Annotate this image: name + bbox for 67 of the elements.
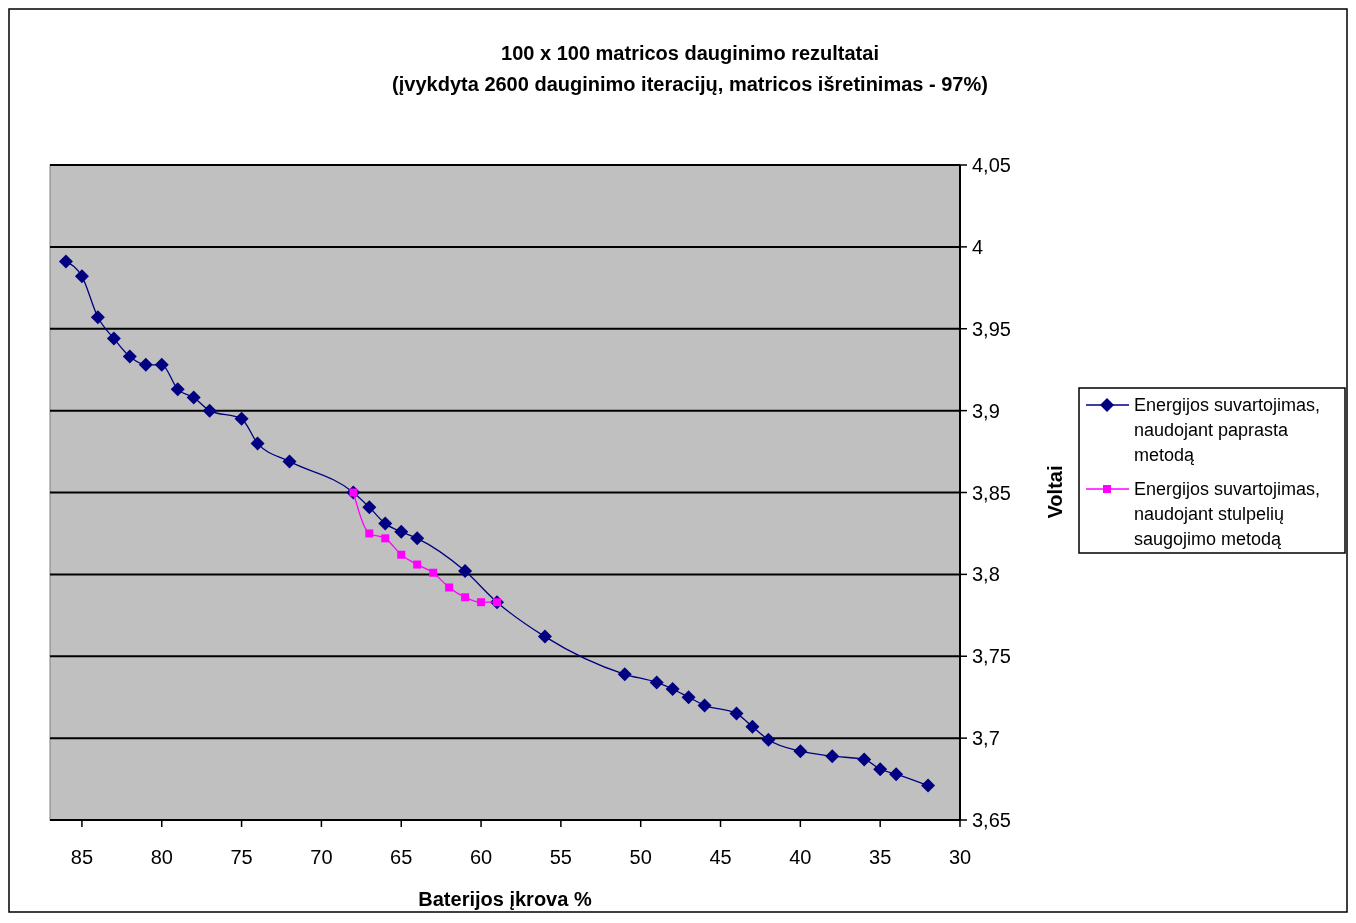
point — [90, 310, 105, 325]
y-tick-label: 4 — [972, 235, 984, 258]
point — [362, 500, 377, 515]
point — [649, 675, 664, 690]
x-tick-label: 40 — [789, 846, 812, 868]
point — [889, 767, 904, 782]
point — [413, 560, 422, 569]
x-tick-label: 60 — [469, 846, 493, 868]
point — [429, 568, 438, 577]
point — [397, 550, 406, 559]
point — [202, 403, 217, 418]
y-tick-label: 3,9 — [972, 399, 1000, 422]
point — [537, 629, 552, 644]
y-tick-label: 3,95 — [972, 317, 1011, 340]
y-tick-label: 3,65 — [972, 809, 1011, 831]
point — [745, 719, 760, 734]
point — [106, 331, 121, 346]
legend-label: Energijos suvartojimas, naudojant paprasta metodą — [1134, 395, 1321, 465]
point — [381, 534, 390, 543]
y-tick-label: 3,75 — [972, 645, 1011, 668]
point — [410, 531, 425, 546]
point — [873, 762, 888, 777]
legend-label: Energijos suvartojimas, naudojant stulpelių saugojimo metodą — [1134, 479, 1321, 549]
point — [697, 698, 712, 713]
x-tick-label: 80 — [150, 846, 173, 868]
x-tick-label: 70 — [310, 846, 333, 868]
x-tick-label: 75 — [230, 846, 253, 868]
chart-title: 100 x 100 matricos dauginimo rezultatai (įvykdyta 2600 dauginimo iteracijų, matricos išretinimas - 97%) — [392, 42, 988, 95]
point — [665, 682, 680, 696]
point — [461, 593, 470, 602]
point — [793, 744, 808, 759]
point — [250, 436, 265, 451]
y-tick-label: 3,8 — [972, 563, 1000, 586]
point — [394, 524, 409, 539]
x-tick-label: 50 — [629, 846, 652, 868]
point — [378, 516, 393, 531]
x-tick-label: 55 — [549, 846, 572, 868]
point — [154, 357, 169, 372]
point — [365, 529, 374, 538]
point — [477, 598, 486, 607]
point — [58, 254, 73, 269]
point — [857, 752, 872, 767]
point — [186, 390, 201, 405]
x-tick-label: 85 — [70, 846, 94, 868]
x-tick-label: 65 — [390, 846, 413, 868]
point — [445, 583, 454, 592]
point — [458, 564, 473, 579]
x-axis-title: Baterijos įkrova % — [418, 888, 592, 910]
point — [825, 749, 840, 764]
point — [921, 778, 936, 793]
x-tick-label: 45 — [709, 846, 732, 868]
point — [681, 690, 696, 705]
point — [138, 357, 153, 372]
point — [234, 411, 249, 426]
point — [617, 667, 632, 682]
point — [761, 732, 776, 747]
point — [74, 269, 89, 284]
point — [170, 382, 185, 397]
x-tick-label: 30 — [948, 846, 972, 868]
y-axis-title: Voltai — [1044, 465, 1066, 519]
y-tick-label: 3,85 — [972, 481, 1011, 504]
point — [282, 454, 297, 469]
point — [729, 706, 744, 721]
x-tick-label: 35 — [869, 846, 892, 868]
y-tick-label: 4,05 — [972, 154, 1011, 176]
point — [122, 349, 137, 364]
y-tick-label: 3,7 — [972, 727, 1000, 750]
